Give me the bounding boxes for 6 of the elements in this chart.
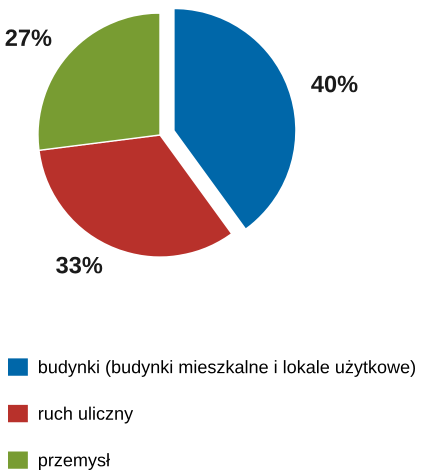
data-label: 27%: [6, 29, 52, 46]
legend-label: ruch uliczny: [38, 406, 134, 424]
data-label: 33%: [56, 256, 102, 274]
data-label: 40%: [311, 76, 358, 92]
legend-label: przemysł: [38, 453, 110, 470]
legend-label: budynki (budynki mieszkalne i lokale użytkowe): [38, 360, 416, 377]
